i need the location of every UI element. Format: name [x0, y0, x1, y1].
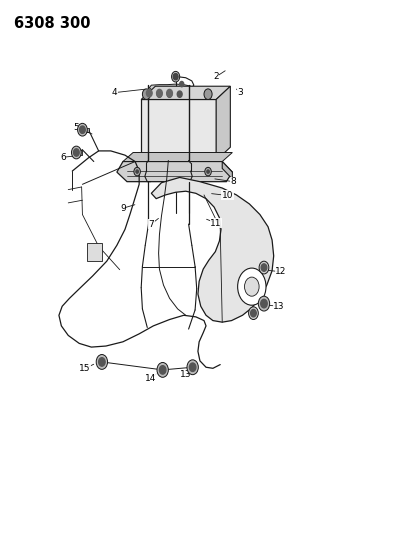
Polygon shape: [123, 152, 233, 161]
Circle shape: [204, 89, 212, 100]
Text: 4: 4: [112, 88, 118, 97]
Text: 8: 8: [230, 177, 236, 186]
Text: 15: 15: [79, 365, 90, 373]
Circle shape: [172, 71, 180, 82]
Text: 10: 10: [222, 191, 233, 200]
Polygon shape: [222, 161, 233, 179]
Circle shape: [99, 358, 105, 366]
Circle shape: [160, 366, 166, 374]
Polygon shape: [80, 127, 89, 132]
Text: 12: 12: [275, 268, 287, 276]
Polygon shape: [141, 100, 216, 160]
Polygon shape: [151, 177, 274, 322]
Text: 6: 6: [60, 153, 66, 162]
Circle shape: [244, 277, 259, 296]
Text: 9: 9: [120, 204, 126, 213]
Text: 2: 2: [213, 72, 219, 81]
Circle shape: [261, 264, 267, 271]
Polygon shape: [216, 86, 231, 160]
Circle shape: [187, 360, 198, 375]
Circle shape: [142, 89, 151, 100]
Circle shape: [205, 167, 211, 176]
Circle shape: [258, 296, 270, 311]
Text: 13: 13: [273, 302, 285, 311]
Polygon shape: [87, 243, 102, 261]
Circle shape: [157, 91, 162, 98]
Circle shape: [177, 91, 182, 98]
Polygon shape: [149, 84, 194, 93]
Polygon shape: [141, 86, 231, 100]
Circle shape: [167, 90, 173, 97]
Text: 14: 14: [145, 374, 156, 383]
Circle shape: [80, 126, 85, 133]
Text: 5: 5: [73, 123, 79, 132]
Circle shape: [146, 90, 152, 97]
Circle shape: [157, 90, 162, 97]
Circle shape: [261, 300, 267, 308]
Text: 1: 1: [173, 72, 179, 81]
Circle shape: [259, 261, 269, 274]
Text: 13: 13: [180, 370, 191, 379]
Circle shape: [189, 363, 196, 372]
Circle shape: [78, 123, 87, 136]
Circle shape: [167, 91, 172, 98]
Text: 6308 300: 6308 300: [13, 15, 90, 31]
Circle shape: [73, 149, 79, 156]
Circle shape: [96, 354, 108, 369]
Polygon shape: [74, 150, 82, 155]
Circle shape: [157, 362, 169, 377]
Text: 3: 3: [237, 88, 243, 97]
Circle shape: [71, 146, 81, 159]
Circle shape: [134, 167, 140, 176]
Circle shape: [136, 170, 138, 173]
Circle shape: [207, 170, 209, 173]
Text: 11: 11: [211, 219, 222, 228]
Polygon shape: [117, 161, 233, 182]
Circle shape: [248, 307, 258, 319]
Polygon shape: [151, 92, 193, 96]
Text: 7: 7: [149, 220, 154, 229]
Circle shape: [251, 310, 256, 317]
Circle shape: [173, 74, 178, 80]
Circle shape: [237, 268, 266, 305]
Circle shape: [180, 82, 184, 87]
